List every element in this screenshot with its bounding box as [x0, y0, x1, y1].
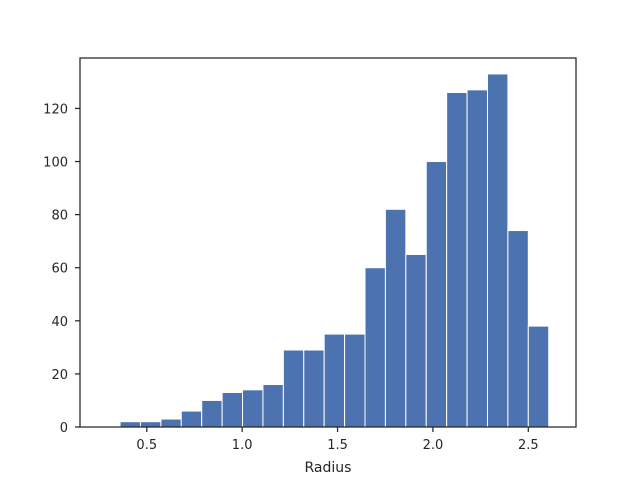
y-tick-label: 20 — [51, 368, 68, 383]
histogram-bar-18 — [486, 73, 509, 428]
y-tick-label: 60 — [51, 262, 68, 277]
x-tick-label: 2.5 — [518, 438, 539, 453]
y-tick-label: 40 — [51, 315, 68, 330]
histogram-bar-15 — [425, 161, 448, 428]
histogram-bar-0 — [119, 421, 141, 428]
histogram-bar-8 — [282, 349, 305, 428]
histogram-bar-11 — [344, 333, 366, 428]
histogram-bar-2 — [160, 418, 182, 428]
y-tick-label: 100 — [43, 156, 68, 171]
histogram-bar-9 — [303, 349, 325, 428]
histogram-bar-20 — [527, 325, 550, 428]
histogram-bar-13 — [384, 208, 407, 428]
x-tick-label: 2.0 — [423, 438, 444, 453]
x-tick-label: 1.5 — [327, 438, 348, 453]
histogram-bar-19 — [507, 230, 529, 428]
histogram-bar-17 — [466, 89, 488, 428]
y-tick-label: 0 — [60, 421, 68, 436]
x-axis-label: Radius — [305, 460, 352, 476]
histogram-bar-4 — [201, 399, 223, 428]
y-tick-label: 80 — [51, 209, 68, 224]
histogram-bar-14 — [405, 253, 427, 428]
histogram-bar-3 — [180, 410, 203, 428]
bars-layer — [119, 73, 550, 428]
histogram-bar-12 — [364, 267, 386, 428]
x-tick-label: 0.5 — [136, 438, 157, 453]
histogram-bar-6 — [242, 389, 264, 428]
plot-frame — [79, 57, 577, 428]
histogram-bar-16 — [446, 92, 468, 428]
y-tick-label: 120 — [43, 102, 68, 117]
ticks-layer: 0.5 1.0 1.5 2.0 2.5 0 20 40 60 80 100 120 — [43, 102, 538, 453]
histogram-bar-1 — [139, 421, 162, 428]
histogram-bar-10 — [323, 333, 346, 428]
histogram-bar-5 — [221, 391, 244, 428]
x-tick-label: 1.0 — [232, 438, 253, 453]
histogram-bar-7 — [262, 384, 284, 428]
